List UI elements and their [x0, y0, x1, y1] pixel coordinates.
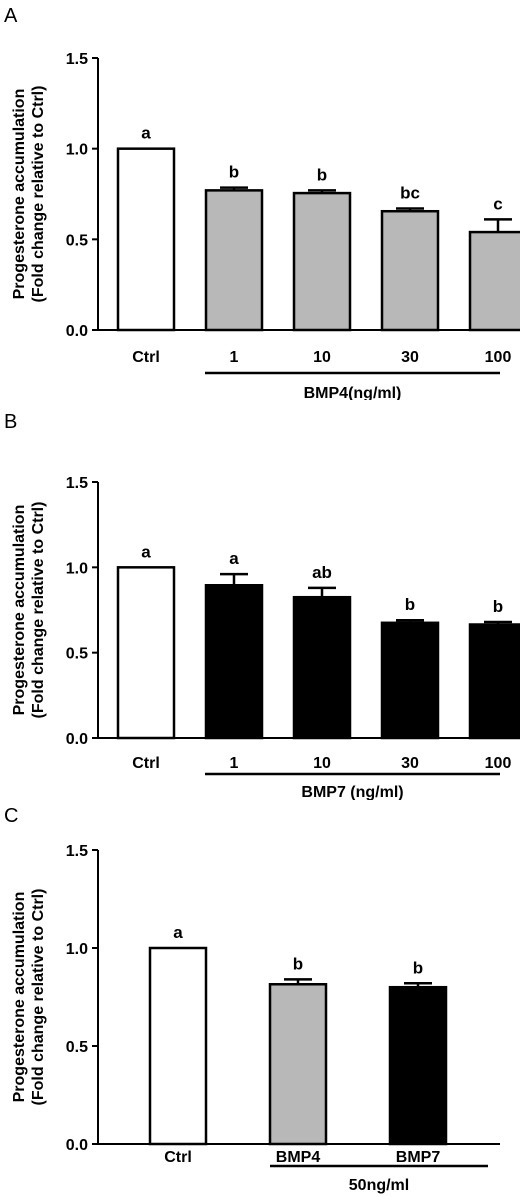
bar	[468, 623, 520, 740]
significance-label: b	[413, 958, 423, 977]
bar	[116, 566, 176, 740]
panel-b: B 0.0 0.5 1.0 1.5 Progesterone accumulation (F…	[0, 400, 520, 800]
x-tick-label: 100	[485, 349, 512, 366]
x-tick-label: BMP7	[396, 1149, 441, 1166]
y-axis-label-line: (Fold change relative to Ctrl)	[30, 889, 47, 1106]
panel-c: C 0.0 0.5 1.0 1.5 Progesterone accumulation (F…	[0, 800, 520, 1197]
y-tick-label: 0.5	[66, 232, 88, 249]
y-axis-label-line: (Fold change relative to Ctrl)	[30, 86, 47, 303]
panel-letter: C	[4, 805, 18, 827]
x-tick-label: 30	[401, 755, 419, 772]
x-tick-label: 1	[230, 349, 239, 366]
bar	[380, 621, 440, 740]
significance-label: a	[173, 923, 183, 942]
chart-a: A 0.0 0.5 1.0 1.5 Progesterone accumulation (F…	[4, 5, 520, 400]
significance-label: b	[293, 954, 303, 973]
x-tick-label: 10	[313, 349, 331, 366]
significance-label: a	[141, 542, 151, 561]
y-tick-label: 0.0	[66, 323, 88, 340]
y-axis-label-line: Progesterone accumulation	[11, 892, 28, 1103]
panel-a: A 0.0 0.5 1.0 1.5 Progesterone accumulation (F…	[0, 0, 520, 400]
x-tick-label: Ctrl	[132, 755, 160, 772]
bar	[292, 595, 352, 740]
bar	[116, 147, 176, 332]
y-tick-label: 0.0	[66, 731, 88, 748]
bar	[204, 189, 264, 332]
y-axis-label-line: Progesterone accumulation	[11, 505, 28, 716]
group-label: 50ng/ml	[349, 1177, 409, 1194]
significance-label: ab	[312, 563, 332, 582]
significance-label: b	[405, 595, 415, 614]
significance-label: b	[493, 597, 503, 616]
bar	[204, 584, 264, 740]
chart-b: B 0.0 0.5 1.0 1.5 Progesterone accumulation (F…	[4, 411, 520, 800]
y-axis-label-line: (Fold change relative to Ctrl)	[30, 502, 47, 719]
y-tick-label: 1.0	[66, 941, 88, 958]
x-tick-label: 100	[485, 755, 512, 772]
y-axis-label: Progesterone accumulation (Fold change re…	[11, 86, 47, 303]
x-tick-label: 30	[401, 349, 419, 366]
x-tick-label: Ctrl	[132, 349, 160, 366]
y-axis-label-line: Progesterone accumulation	[11, 89, 28, 300]
significance-label: bc	[400, 184, 420, 203]
significance-label: a	[141, 124, 151, 143]
y-tick-label: 1.0	[66, 560, 88, 577]
x-tick-label: 1	[230, 755, 239, 772]
y-axis-label: Progesterone accumulation (Fold change re…	[11, 889, 47, 1106]
significance-label: a	[229, 549, 239, 568]
group-label: BMP4(ng/ml)	[304, 385, 402, 400]
y-axis-label: Progesterone accumulation (Fold change re…	[11, 502, 47, 719]
chart-c: C 0.0 0.5 1.0 1.5 Progesterone accumulation (F…	[4, 805, 500, 1194]
x-tick-label: BMP4	[276, 1149, 321, 1166]
x-tick-label: 10	[313, 755, 331, 772]
bar	[292, 191, 352, 332]
y-tick-label: 0.5	[66, 1039, 88, 1056]
y-tick-label: 1.0	[66, 142, 88, 159]
bar	[468, 230, 520, 332]
y-tick-label: 1.5	[66, 843, 88, 860]
significance-label: b	[317, 165, 327, 184]
y-tick-label: 0.0	[66, 1137, 88, 1154]
panel-letter: A	[4, 5, 18, 27]
bar	[268, 983, 328, 1146]
significance-label: b	[229, 163, 239, 182]
y-tick-label: 1.5	[66, 475, 88, 492]
bar	[380, 209, 440, 332]
panel-letter: B	[4, 411, 17, 433]
x-tick-label: Ctrl	[164, 1149, 192, 1166]
y-tick-label: 1.5	[66, 51, 88, 68]
bar	[388, 985, 448, 1146]
significance-label: c	[493, 194, 502, 213]
bar	[148, 946, 208, 1146]
y-tick-label: 0.5	[66, 646, 88, 663]
group-label: BMP7 (ng/ml)	[301, 784, 403, 800]
